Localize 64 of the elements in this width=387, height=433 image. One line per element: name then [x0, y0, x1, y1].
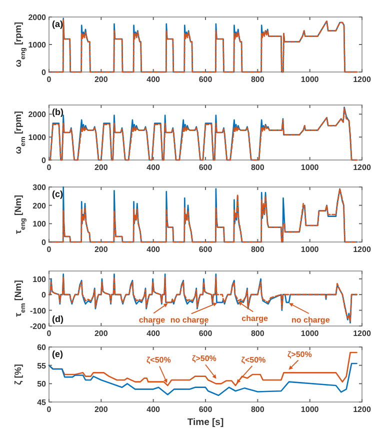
annotation: no charge [292, 315, 330, 324]
x-tick-label: 1200 [353, 405, 372, 414]
y-tick-label: 0 [42, 238, 47, 247]
annotation: (e) [52, 349, 63, 359]
y-tick-label: -200 [30, 322, 47, 331]
x-tick-label: 400 [146, 405, 161, 414]
x-tick-label: 800 [250, 75, 265, 84]
annotation: charge [138, 315, 166, 324]
y-tick-label: 2000 [28, 110, 47, 120]
x-tick-label: 800 [250, 163, 265, 172]
y-tick-label: 0 [42, 156, 47, 165]
line-series [48, 362, 358, 396]
y-tick-label: 0 [42, 68, 47, 77]
y-tick-label: 1000 [28, 40, 47, 50]
x-tick-label: 1000 [300, 75, 320, 84]
y-tick-label: 50 [37, 380, 47, 389]
x-tick-label: 1200 [353, 245, 372, 254]
x-axis-title: Time [s] [187, 417, 224, 428]
x-tick-label: 200 [94, 405, 108, 414]
y-tick-label: 300 [32, 183, 47, 192]
y-tick-label: 100 [32, 274, 47, 284]
x-tick-label: 600 [198, 75, 213, 84]
x-tick-label: 800 [250, 329, 265, 338]
x-tick-label: 1200 [353, 329, 372, 338]
x-tick-label: 200 [94, 163, 108, 172]
annotation: (b) [52, 107, 64, 117]
annotation: ζ<50% [146, 355, 171, 364]
y-tick-label: 1000 [28, 133, 47, 142]
annotation: charge [242, 314, 268, 323]
annotation: (a) [52, 19, 63, 29]
annotation: no charge [170, 315, 210, 324]
x-tick-label: 200 [94, 75, 108, 84]
x-tick-label: 600 [198, 245, 213, 254]
annotation: (d) [52, 314, 64, 324]
annotation: ζ<50% [241, 355, 266, 364]
y-tick-label: 45 [37, 398, 47, 407]
x-tick-label: 400 [146, 75, 161, 84]
x-tick-label: 1200 [353, 163, 372, 172]
x-tick-label: 200 [94, 329, 108, 338]
y-tick-label: 55 [37, 361, 47, 370]
y-tick-label: -100 [30, 306, 47, 316]
x-tick-label: 1200 [353, 75, 372, 84]
x-tick-label: 400 [146, 163, 161, 172]
x-tick-label: 1000 [300, 329, 320, 338]
x-tick-label: 400 [146, 329, 161, 338]
y-tick-label: 2000 [28, 13, 47, 22]
annotation: (c) [52, 189, 63, 199]
annotation: ζ>50% [192, 354, 216, 363]
x-tick-label: 600 [198, 405, 213, 414]
x-tick-label: 1000 [300, 405, 320, 414]
y-tick-label: 100 [32, 220, 47, 229]
y-tick-label: 60 [37, 343, 47, 352]
x-tick-label: 1000 [300, 245, 320, 254]
x-tick-label: 200 [94, 245, 108, 254]
x-tick-label: 800 [250, 245, 265, 254]
x-tick-label: 800 [250, 405, 265, 414]
x-tick-label: 400 [146, 245, 161, 254]
annotation: ζ>50% [287, 350, 312, 359]
y-axis-title: ζ [%] [13, 364, 23, 385]
x-tick-label: 1000 [300, 163, 320, 172]
y-tick-label: 200 [32, 201, 47, 210]
x-tick-label: 600 [198, 163, 213, 172]
y-tick-label: 0 [42, 290, 47, 300]
x-tick-label: 600 [198, 329, 213, 338]
